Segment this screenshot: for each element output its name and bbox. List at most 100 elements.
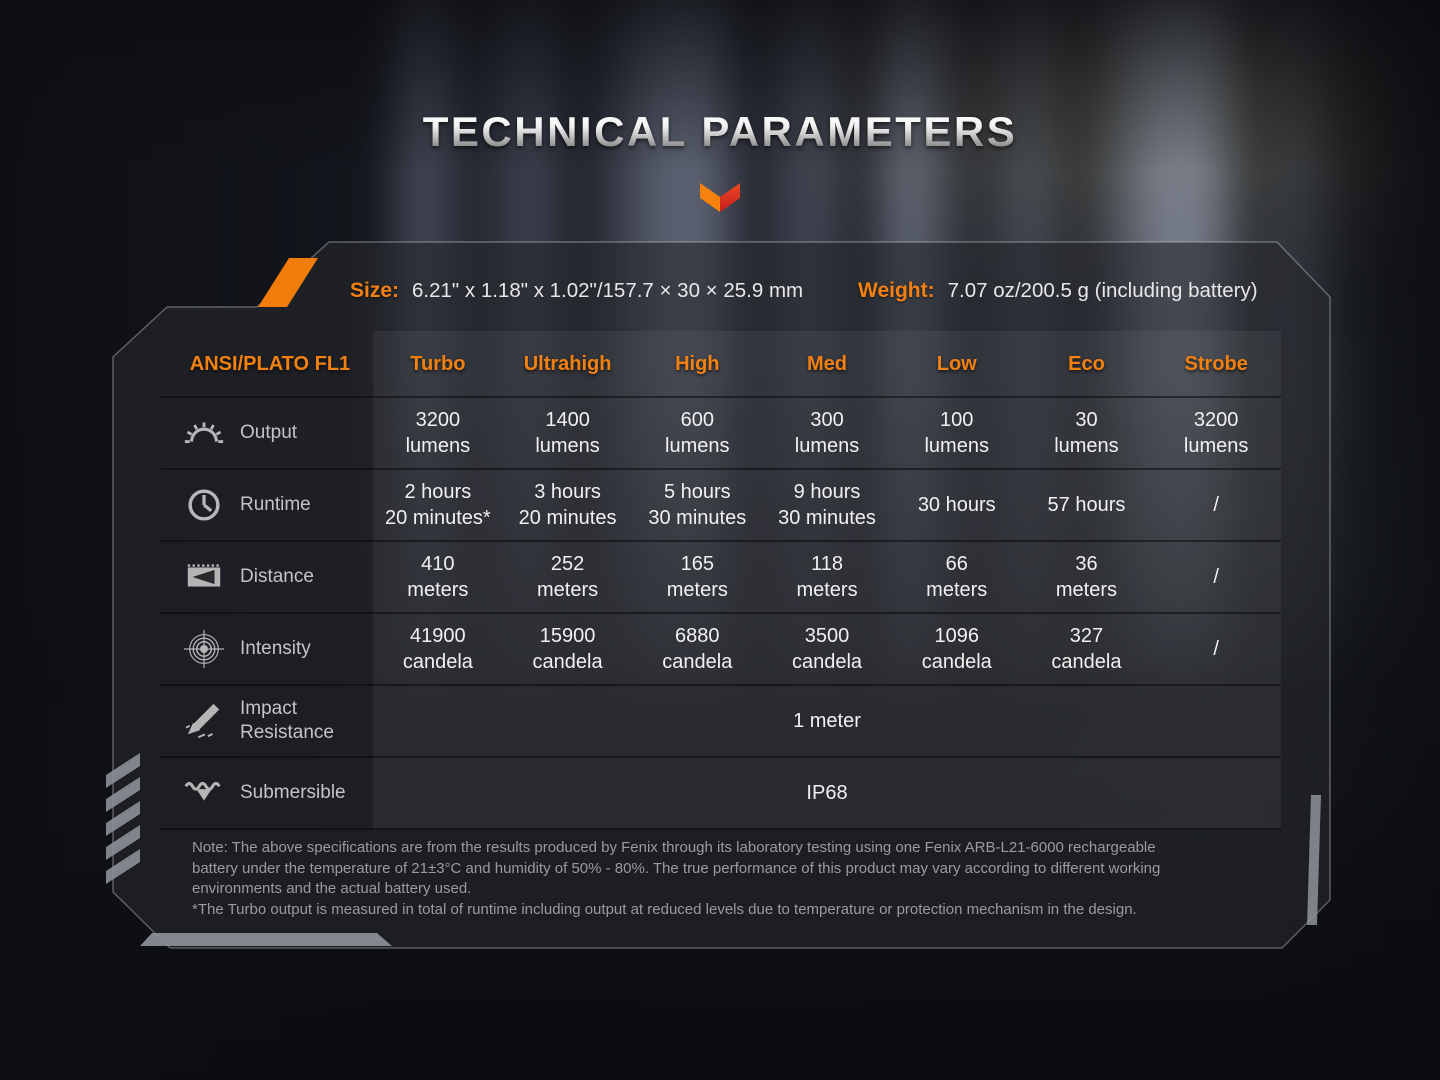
mode-header-eco: Eco: [1068, 352, 1105, 375]
row-label: Impact Resistance: [240, 698, 334, 743]
cell-value-line: 30: [1075, 409, 1098, 431]
spec-cell: 118 meters: [762, 541, 892, 613]
spec-cell: /: [1151, 541, 1281, 613]
spec-cell: 30 hours: [892, 469, 1022, 541]
cell-value-line: 20 minutes*: [385, 507, 491, 529]
clock-runtime-icon: [188, 489, 220, 521]
cell-value-line: 3500: [804, 625, 850, 647]
spec-cell: 252 meters: [503, 541, 633, 613]
table-corner-label: ANSI/PLATO FL1: [189, 352, 351, 375]
cell-value-line: 118: [811, 553, 843, 575]
row-header: Intensity: [167, 628, 373, 670]
table-row-impact-resistance: Impact Resistance 1 meter: [167, 685, 1281, 757]
cell-value-line: 3200: [1193, 409, 1239, 431]
spec-cell: 600 lumens: [632, 397, 762, 469]
spec-cell: 410 meters: [373, 541, 503, 613]
cell-value-line: lumens: [405, 435, 471, 457]
cell-value-line: 15900: [539, 625, 596, 647]
cell-value-line: candela: [662, 651, 733, 673]
table-row-distance: Distance 410 meters 252 meters 165 meters 1…: [167, 541, 1281, 613]
cell-value-line: 30 minutes: [778, 507, 876, 529]
footnote-line: Note: The above specifications are from …: [192, 839, 1156, 856]
impact-resistance-icon: [185, 703, 220, 739]
weight-spec: Weight: 7.07 oz/200.5 g (including batte…: [858, 279, 1258, 303]
cell-value-line: 5 hours: [663, 481, 731, 503]
spec-cell: 36 meters: [1022, 541, 1152, 613]
spec-cell: 5 hours 30 minutes: [632, 469, 762, 541]
spec-cell-span: 1 meter: [793, 710, 861, 732]
cell-value-line: 410: [421, 553, 455, 575]
cell-value-line: meters: [1055, 579, 1118, 601]
weight-label: Weight:: [858, 279, 935, 302]
cell-value-line: 57 hours: [1047, 494, 1126, 516]
cell-value-line: 300: [810, 409, 844, 431]
cell-value-line: /: [1213, 566, 1219, 588]
mode-header-low: Low: [936, 352, 977, 375]
row-separators: [160, 396, 1281, 830]
mode-header-turbo: Turbo: [410, 352, 466, 375]
cell-value-line: lumens: [535, 435, 600, 457]
row-header: Impact Resistance: [167, 697, 373, 745]
cell-value-line: meters: [537, 579, 599, 601]
row-header: Runtime: [167, 484, 373, 526]
row-header: Output: [167, 412, 373, 454]
spec-cell: 165 meters: [632, 541, 762, 613]
cell-value-line: 9 hours: [793, 481, 861, 503]
table-row-intensity: Intensity 41900 candela 15900 candela 6880…: [167, 613, 1281, 685]
weight-value: 7.07 oz/200.5 g (including battery): [947, 279, 1258, 302]
spec-cell: 3500 candela: [762, 613, 892, 685]
target-intensity-icon: [183, 629, 225, 669]
page-title: TECHNICAL PARAMETERS: [0, 108, 1440, 156]
chevron-down-icon: [700, 183, 740, 212]
cell-value-line: 1400: [545, 409, 590, 431]
row-label: Output: [240, 422, 298, 443]
footnote: Note: The above specifications are from …: [192, 838, 1160, 920]
cell-value-line: lumens: [924, 435, 989, 457]
cell-value-line: 41900: [410, 625, 466, 647]
cell-value-line: 600: [680, 409, 714, 431]
cell-value-line: meters: [666, 579, 728, 601]
spec-cell: 100 lumens: [892, 397, 1022, 469]
cell-value-line: 36: [1075, 553, 1098, 575]
cell-value-line: lumens: [794, 435, 860, 457]
cell-value-line: meters: [407, 579, 469, 601]
spec-cell: /: [1151, 469, 1281, 541]
cell-value-line: 100: [940, 409, 974, 431]
spec-cell: 3 hours 20 minutes: [503, 469, 633, 541]
cell-value-line: meters: [926, 579, 988, 601]
bottom-left-accent-bar: [140, 933, 392, 946]
spec-cell: 6880 candela: [632, 613, 762, 685]
spec-cell: 3200 lumens: [373, 397, 503, 469]
size-label: Size:: [350, 279, 400, 302]
cell-value-line: 3200: [415, 409, 461, 431]
mode-headers: Turbo Ultrahigh High Med Low Eco Strobe: [373, 353, 1281, 376]
submersible-icon: [184, 781, 221, 801]
cell-value-line: 30 hours: [917, 494, 996, 516]
cell-value-line: lumens: [1183, 435, 1249, 457]
footnote-line: *The Turbo output is measured in total o…: [192, 900, 1137, 918]
cell-value-line: 3 hours: [534, 481, 601, 503]
cell-value-line: candela: [921, 651, 992, 673]
cell-value-line: candela: [402, 651, 473, 673]
cell-value-line: 252: [550, 553, 585, 575]
hazard-stripes: [106, 753, 140, 884]
spec-cell: 300 lumens: [762, 397, 892, 469]
size-value: 6.21" x 1.18" x 1.02"/157.7 × 30 × 25.9 …: [412, 279, 804, 302]
cell-value-line: 66: [945, 553, 968, 575]
spec-cell: 57 hours: [1022, 469, 1152, 541]
cell-value-line: /: [1213, 638, 1219, 660]
bottom-right-accent-bar: [1307, 795, 1321, 925]
cell-value-line: 1096: [934, 625, 979, 647]
cell-value-line: candela: [1051, 651, 1122, 673]
cell-value-line: 2 hours: [404, 481, 472, 503]
table-row-output: Output 3200 lumens 1400 lumens 600 lumens 3…: [167, 397, 1281, 469]
spec-cell: 1096 candela: [892, 613, 1022, 685]
spec-cell: /: [1151, 613, 1281, 685]
spec-cell: 2 hours 20 minutes*: [373, 469, 503, 541]
spec-cell-span: IP68: [806, 782, 848, 804]
spec-cell: 9 hours 30 minutes: [762, 469, 892, 541]
table-body: Output 3200 lumens 1400 lumens 600 lumens 3…: [167, 397, 1281, 829]
footnote-line: battery under the temperature of 21±3°C …: [192, 859, 1161, 877]
